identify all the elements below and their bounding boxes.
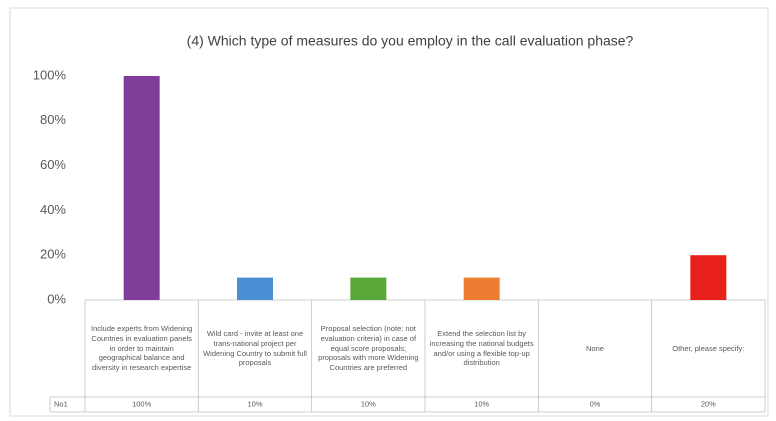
y-tick-label: 80% bbox=[40, 112, 66, 127]
x-tick-label: Proposal selection (note: not evaluation… bbox=[318, 324, 419, 373]
category-cell: Other, please specify: bbox=[672, 343, 745, 353]
category-cell: Extend the selection list by increasing … bbox=[429, 329, 534, 368]
bar bbox=[237, 277, 273, 300]
bar bbox=[350, 277, 387, 300]
y-tick-label: 20% bbox=[40, 247, 66, 262]
table-value: 20% bbox=[701, 399, 716, 408]
table-row-label: No1 bbox=[54, 399, 68, 408]
x-tick-label: None bbox=[586, 343, 604, 353]
y-tick-label: 100% bbox=[33, 67, 67, 82]
x-tick-label: Include experts from Widening Countries … bbox=[91, 324, 193, 373]
category-cell: Wild card - invite at least one trans-na… bbox=[203, 329, 307, 368]
x-tick-label: Wild card - invite at least one trans-na… bbox=[203, 329, 307, 368]
table-value: 10% bbox=[474, 399, 489, 408]
y-tick-label: 0% bbox=[47, 291, 66, 306]
x-tick-label: Other, please specify: bbox=[672, 343, 745, 353]
table-value: 100% bbox=[132, 399, 152, 408]
bar bbox=[123, 76, 160, 300]
category-cell: None bbox=[586, 343, 604, 353]
y-tick-label: 60% bbox=[40, 157, 66, 172]
table-value: 10% bbox=[361, 399, 376, 408]
category-cell: Include experts from Widening Countries … bbox=[91, 324, 193, 373]
table-value: 10% bbox=[247, 399, 262, 408]
bar bbox=[463, 277, 500, 300]
table-value: 0% bbox=[590, 399, 601, 408]
chart-title: (4) Which type of measures do you employ… bbox=[187, 33, 634, 49]
category-cell: Proposal selection (note: not evaluation… bbox=[318, 324, 419, 373]
bar bbox=[690, 255, 727, 300]
y-tick-label: 40% bbox=[40, 202, 66, 217]
x-tick-label: Extend the selection list by increasing … bbox=[429, 329, 534, 368]
